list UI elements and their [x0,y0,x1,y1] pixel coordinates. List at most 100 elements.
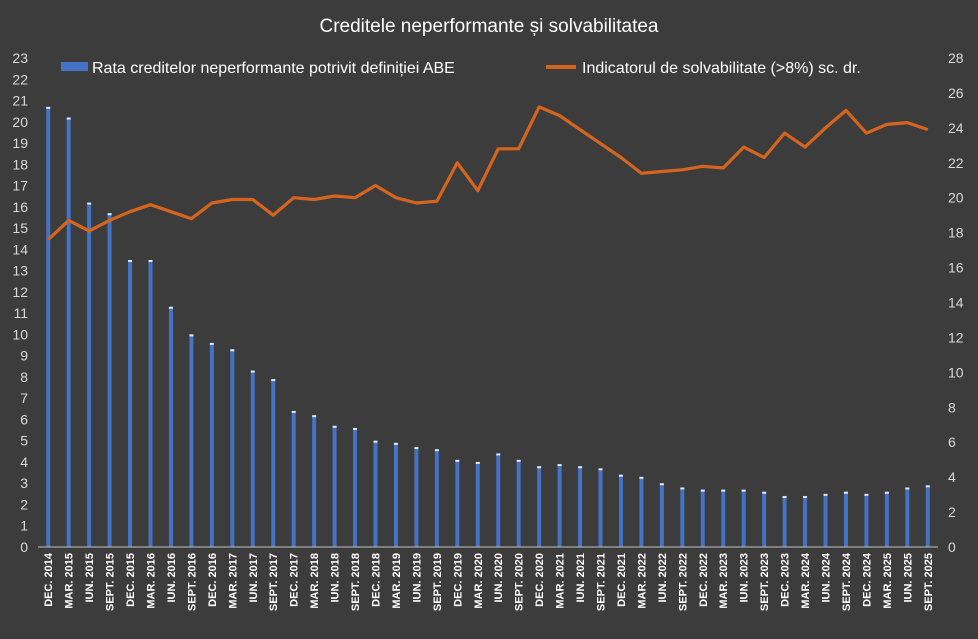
bar-cap [230,349,235,352]
left-axis-tick: 21 [12,93,28,109]
x-axis-tick: SEPT. 2019 [432,553,444,611]
x-axis-tick: IUN. 2016 [166,553,178,603]
left-axis-tick: 5 [20,433,28,449]
left-axis-tick: 13 [12,263,28,279]
bar-cap [66,117,71,120]
bar-cap [496,453,501,456]
bar [803,495,808,547]
bar [455,459,460,547]
right-axis-tick: 8 [948,399,956,415]
bar-cap [128,259,133,262]
bar-cap [659,483,664,486]
x-axis-tick: MAR. 2024 [800,552,812,609]
right-axis-tick: 6 [948,434,956,450]
bar-cap [250,370,255,373]
bar-cap [578,466,583,469]
legend-bar-swatch [61,62,88,71]
bar-cap [680,487,685,490]
bar-cap [189,334,194,337]
x-axis-tick: IUN. 2024 [821,552,833,602]
x-axis-tick: SEPT. 2018 [350,553,362,611]
left-axis-tick: 8 [20,369,28,385]
x-axis-tick: IUN. 2017 [248,553,260,603]
bar-cap [618,474,623,477]
x-axis-tick: MAR. 2019 [391,553,403,609]
bar [209,342,214,547]
bar [680,487,685,547]
x-axis-tick: SEPT. 2021 [596,553,608,611]
x-axis-tick: MAR. 2025 [882,553,894,609]
bar [128,259,133,547]
right-axis-tick: 4 [948,469,956,485]
bar-cap [393,442,398,445]
right-axis-tick: 18 [948,225,964,241]
bar-cap [537,466,542,469]
bar-cap [455,459,460,462]
x-axis-tick: SEPT. 2016 [186,553,198,611]
right-axis-tick: 20 [948,190,964,206]
bar-cap [516,459,521,462]
bar [639,476,644,547]
bar [148,259,153,547]
x-axis-tick: IUN. 2020 [493,553,505,603]
x-axis-tick: MAR. 2023 [718,553,730,609]
bar [46,106,51,548]
bar-cap [905,487,910,490]
x-axis-tick: MAR. 2018 [309,553,321,609]
solvency-line [47,105,929,241]
bar-cap [884,491,889,494]
bar [925,485,930,547]
bar-cap [843,491,848,494]
left-axis-tick: 18 [12,156,28,172]
bar-cap [762,491,767,494]
x-axis-tick: SEPT. 2024 [841,552,853,611]
bar-cap [87,202,92,205]
legend: Rata creditelor neperformante potrivit d… [61,60,861,77]
bar-cap [271,379,276,382]
x-axis-tick: SEPT. 2017 [268,553,280,611]
right-axis-tick: 14 [948,295,964,311]
right-axis-tick: 2 [948,504,956,520]
left-axis-tick: 7 [20,390,28,406]
bar-cap [721,489,726,492]
bar [434,449,439,547]
x-axis-tick: SEPT. 2023 [759,553,771,611]
right-axis-tick: 24 [948,120,964,136]
bar-cap [168,306,173,309]
bar-cap [639,476,644,479]
bar-cap [291,410,296,413]
bar [782,495,787,547]
x-axis-tick: SEPT. 2020 [514,553,526,611]
bar [537,466,542,547]
left-axis-tick: 20 [12,114,28,130]
bar-cap [823,493,828,496]
bar-cap [700,489,705,492]
bar [843,491,848,547]
bar-cap [864,493,869,496]
bar [905,487,910,547]
x-axis-tick: DEC. 2018 [371,553,383,607]
bar-cap [741,489,746,492]
x-axis-tick: DEC. 2015 [125,553,137,607]
x-axis-tick: DEC. 2017 [289,553,301,607]
x-axis-tick: MAR. 2021 [555,553,567,609]
left-axis-tick: 0 [20,539,28,555]
x-axis-tick: IUN. 2015 [84,553,96,603]
bar [250,370,255,547]
x-axis-tick: DEC. 2023 [780,553,792,607]
bar [598,468,603,547]
legend-bar-label: Rata creditelor neperformante potrivit d… [92,60,455,77]
bar [189,334,194,547]
bar [496,453,501,547]
bar [475,461,480,547]
bar [230,349,235,547]
bar [107,213,112,547]
right-axis-tick: 26 [948,85,964,101]
bar [66,117,71,548]
bar-cap [414,447,419,450]
x-axis-tick: IUN. 2021 [575,553,587,603]
x-axis-tick: IUN. 2023 [739,553,751,603]
x-axis-tick: DEC. 2024 [861,552,873,607]
